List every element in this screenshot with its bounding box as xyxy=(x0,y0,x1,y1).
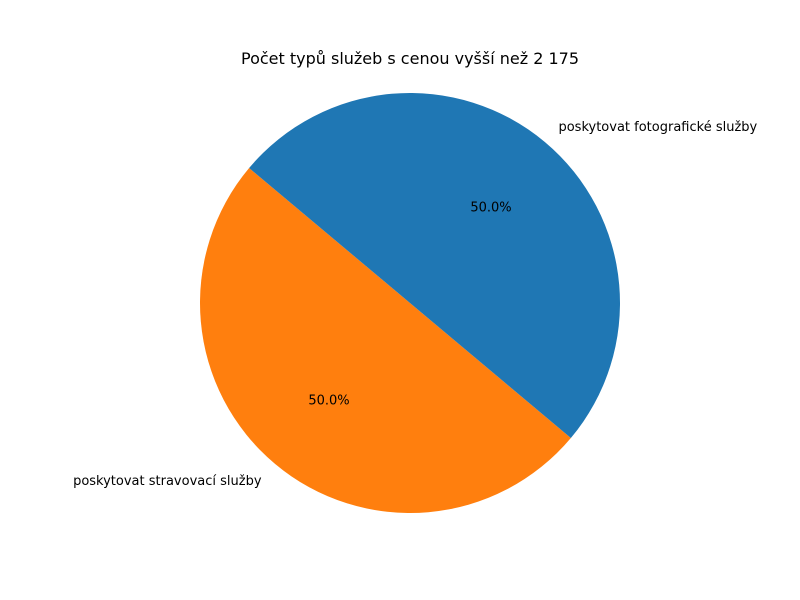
pie-slices xyxy=(200,93,620,514)
slice-percent-1: 50.0% xyxy=(308,394,349,409)
chart-title: Počet typů služeb s cenou vyšší než 2 17… xyxy=(241,49,579,68)
pie-labels: poskytovat stravovací služby 50.0% poskyto… xyxy=(73,120,757,489)
slice-label-2: poskytovat fotografické služby xyxy=(558,120,757,135)
pie-slice-1 xyxy=(200,168,571,514)
pie-slice-2 xyxy=(249,93,620,438)
slice-percent-2: 50.0% xyxy=(470,200,511,215)
slice-label-1: poskytovat stravovací služby xyxy=(73,474,262,489)
